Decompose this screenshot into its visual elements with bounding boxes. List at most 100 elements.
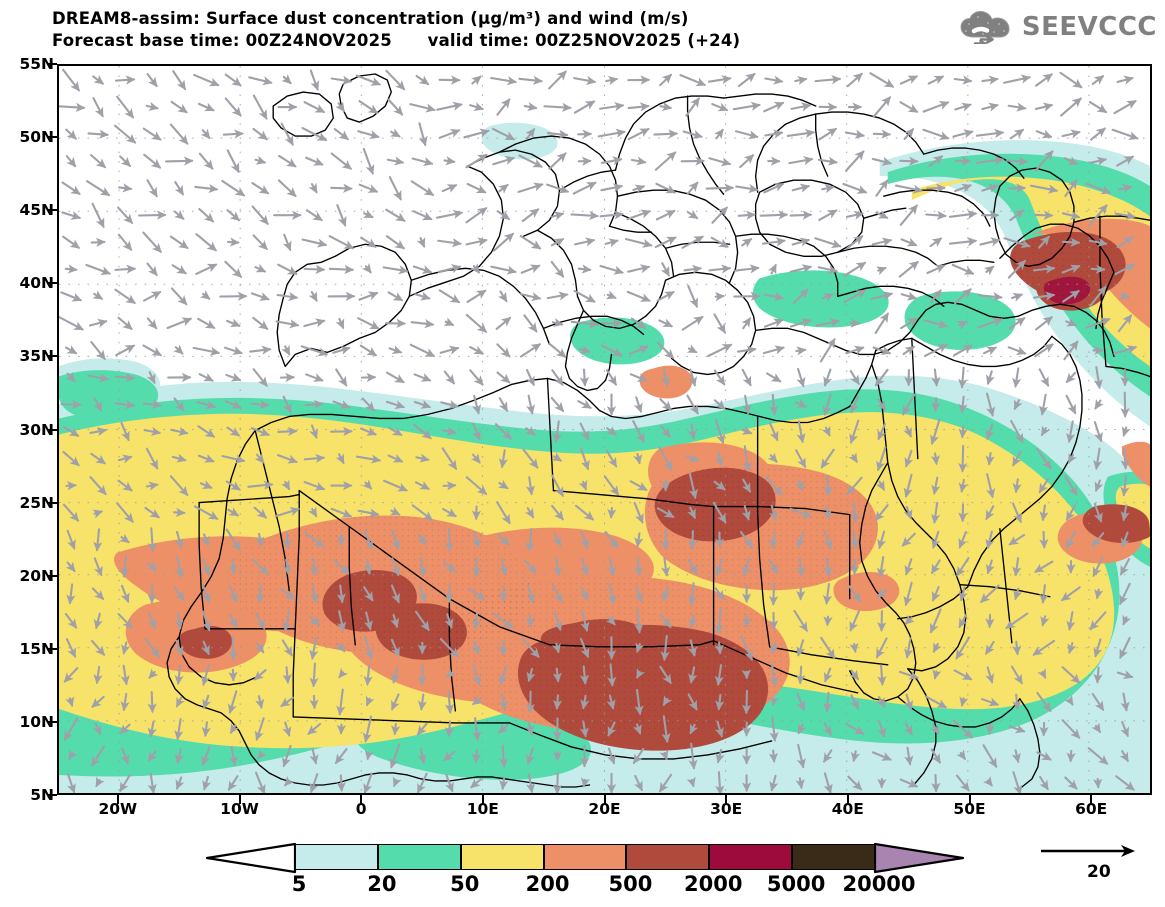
wind-vector xyxy=(175,776,185,790)
wind-vector xyxy=(364,749,374,761)
wind-vector xyxy=(764,129,784,139)
wind-vector xyxy=(579,422,590,441)
wind-vector xyxy=(741,557,751,577)
wind-vector xyxy=(491,127,516,141)
wind-vector xyxy=(579,665,590,685)
wind-vector xyxy=(931,476,941,495)
wind-vector xyxy=(1061,210,1081,220)
wind-vector xyxy=(250,427,270,437)
wind-vector xyxy=(552,420,562,444)
wind-vector xyxy=(714,641,724,655)
wind-vector xyxy=(93,612,103,630)
wind-vector xyxy=(795,777,805,790)
wind-vector xyxy=(607,721,617,737)
wind-vector xyxy=(469,345,484,355)
wind-vector xyxy=(498,665,508,685)
wind-vector xyxy=(552,694,563,710)
y-axis-label: 50N xyxy=(19,128,54,147)
wind-vector xyxy=(686,344,698,354)
wind-vector xyxy=(1064,776,1078,790)
wind-vector xyxy=(143,290,162,302)
wind-vector xyxy=(1011,502,1022,524)
wind-vector xyxy=(685,453,700,463)
wind-vector xyxy=(548,342,567,358)
dust-concentration-map[interactable] xyxy=(57,64,1152,795)
wind-vector xyxy=(659,73,673,87)
wind-vector xyxy=(1010,419,1024,444)
wind-vector xyxy=(1061,237,1081,247)
y-axis-tick xyxy=(47,501,57,504)
wind-vector xyxy=(904,558,914,576)
wind-vector xyxy=(794,75,808,86)
wind-vector xyxy=(876,588,888,598)
wind-vector xyxy=(1067,452,1077,464)
wind-vector xyxy=(143,426,162,436)
wind-vector xyxy=(444,613,454,629)
wind-vector xyxy=(1012,557,1022,577)
wind-vector xyxy=(524,507,535,519)
wind-vector xyxy=(117,316,133,331)
wind-vector xyxy=(199,480,213,489)
wind-vector xyxy=(465,237,488,247)
wind-vector xyxy=(92,509,104,519)
wind-vector xyxy=(59,316,84,331)
wind-vector xyxy=(223,346,243,355)
wind-vector xyxy=(876,398,887,411)
wind-vector xyxy=(551,452,563,462)
wind-vector xyxy=(119,155,132,167)
wind-vector xyxy=(685,97,700,117)
wind-vector xyxy=(169,235,189,250)
wind-vector xyxy=(875,637,888,659)
wind-vector xyxy=(1116,236,1134,249)
wind-vector xyxy=(572,181,597,195)
wind-vector xyxy=(248,76,273,86)
wind-vector xyxy=(769,663,779,687)
wind-vector xyxy=(416,772,428,793)
wind-vector xyxy=(411,504,434,521)
wind-vector xyxy=(846,72,863,88)
y-axis-tick xyxy=(47,282,57,285)
wind-vector xyxy=(392,776,402,788)
wind-vector xyxy=(845,210,864,220)
wind-vector xyxy=(655,182,676,194)
wind-vector xyxy=(1034,343,1054,358)
wind-vector xyxy=(441,447,458,470)
wind-vector xyxy=(849,318,861,328)
wind-vector xyxy=(580,777,590,788)
wind-vector xyxy=(1032,639,1056,656)
wind-vector xyxy=(953,344,973,357)
wind-vector xyxy=(714,292,725,302)
wind-vector xyxy=(871,156,893,166)
wind-vector xyxy=(363,529,374,551)
wind-vector xyxy=(174,555,185,579)
wind-vector xyxy=(89,427,108,437)
wind-vector xyxy=(227,237,240,247)
wind-vector xyxy=(1065,317,1077,327)
wind-vector xyxy=(904,614,915,625)
wind-vector xyxy=(444,527,455,552)
wind-vector xyxy=(173,586,185,602)
wind-vector xyxy=(877,720,887,738)
wind-vector xyxy=(1091,75,1105,85)
wind-vector xyxy=(931,586,941,602)
wind-vector xyxy=(465,207,488,224)
wind-vector xyxy=(496,343,511,358)
wind-vector xyxy=(1093,447,1103,471)
wind-vector xyxy=(252,234,268,251)
wind-vector xyxy=(1034,150,1054,172)
wind-vector xyxy=(1039,393,1049,416)
wind-vector xyxy=(417,693,428,711)
wind-vector xyxy=(440,400,459,409)
wind-vector xyxy=(411,157,434,167)
wind-vector xyxy=(525,614,535,628)
wind-vector xyxy=(1122,614,1132,626)
wind-vector xyxy=(1039,530,1049,549)
wind-vector xyxy=(904,746,914,766)
wind-vector xyxy=(201,721,211,737)
wind-vector xyxy=(443,317,455,327)
wind-vector xyxy=(1039,504,1049,522)
wind-vector xyxy=(823,667,833,683)
wind-vector xyxy=(1034,102,1054,112)
wind-vector xyxy=(822,505,832,520)
wind-vector xyxy=(1093,638,1103,658)
